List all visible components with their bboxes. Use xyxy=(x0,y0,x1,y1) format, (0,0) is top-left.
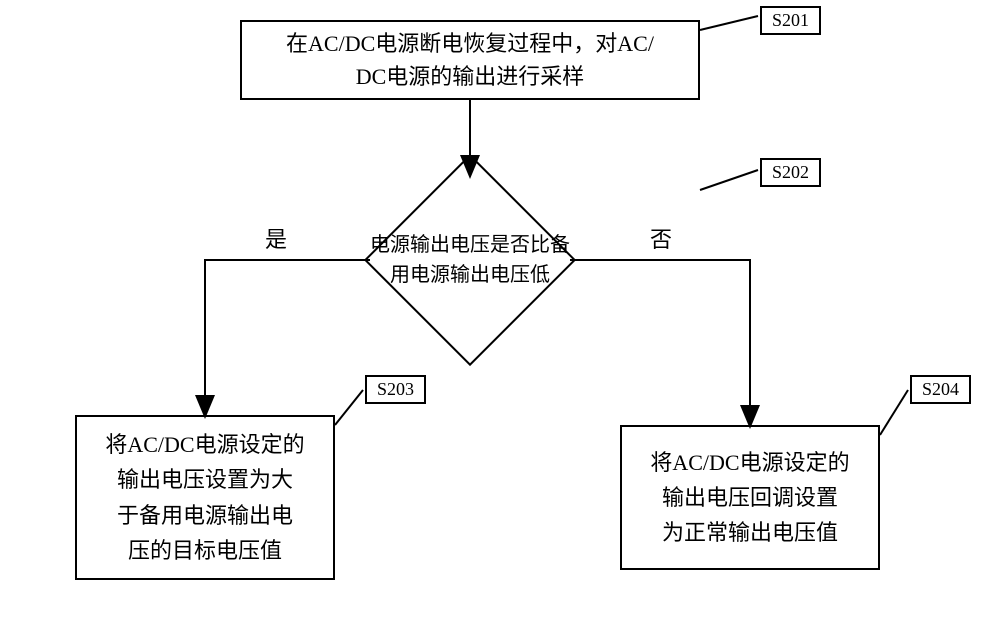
tag-lead-s203 xyxy=(335,390,363,425)
process-s203-text: 将AC/DC电源设定的 输出电压设置为大 于备用电源输出电 压的目标电压值 xyxy=(105,427,304,568)
edge-label-no: 否 xyxy=(650,222,672,254)
process-s201: 在AC/DC电源断电恢复过程中，对AC/ DC电源的输出进行采样 xyxy=(240,20,700,100)
process-s201-text: 在AC/DC电源断电恢复过程中，对AC/ DC电源的输出进行采样 xyxy=(286,27,654,93)
decision-s202-text: 电源输出电压是否比备 用电源输出电压低 xyxy=(370,230,570,290)
tag-lead-s201 xyxy=(700,16,758,30)
process-s204-text: 将AC/DC电源设定的 输出电压回调设置 为正常输出电压值 xyxy=(650,445,849,551)
tag-s202-label: S202 xyxy=(772,162,809,182)
tag-s204-label: S204 xyxy=(922,379,959,399)
tag-s201: S201 xyxy=(760,6,821,35)
edge-label-yes: 是 xyxy=(265,222,287,254)
tag-s203: S203 xyxy=(365,375,426,404)
tag-s204: S204 xyxy=(910,375,971,404)
process-s204: 将AC/DC电源设定的 输出电压回调设置 为正常输出电压值 xyxy=(620,425,880,570)
tag-lead-s204 xyxy=(880,390,908,435)
edge-s202-s204 xyxy=(570,260,750,425)
process-s203: 将AC/DC电源设定的 输出电压设置为大 于备用电源输出电 压的目标电压值 xyxy=(75,415,335,580)
tag-lead-s202 xyxy=(700,170,758,190)
tag-s203-label: S203 xyxy=(377,379,414,399)
decision-s202-textwrap: 电源输出电压是否比备 用电源输出电压低 xyxy=(345,220,595,300)
tag-s202: S202 xyxy=(760,158,821,187)
tag-s201-label: S201 xyxy=(772,10,809,30)
